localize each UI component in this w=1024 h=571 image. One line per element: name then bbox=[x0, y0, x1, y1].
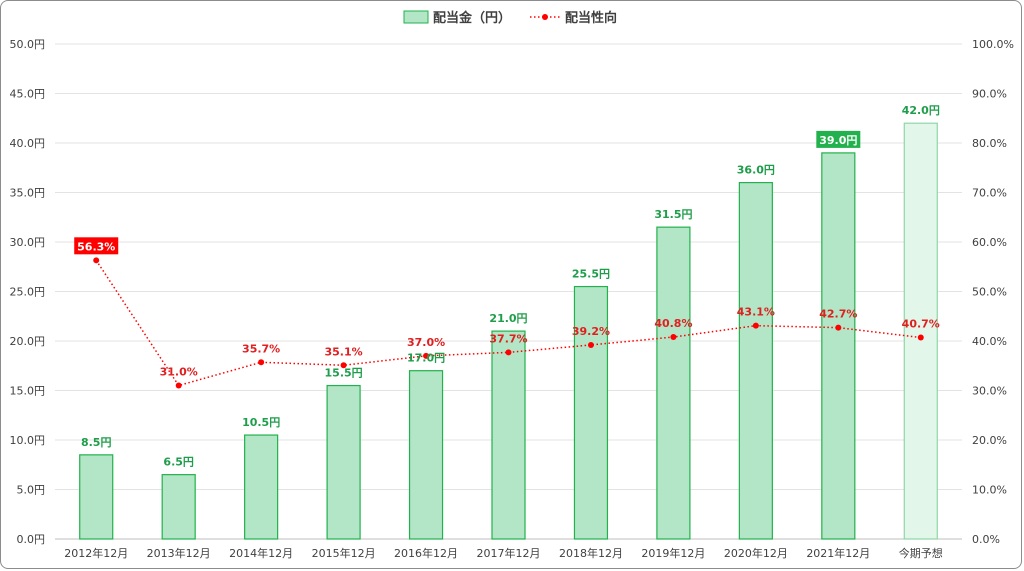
payout-ratio-value-label: 43.1% bbox=[737, 306, 775, 319]
left-axis-tick-label: 0.0円 bbox=[17, 533, 46, 546]
right-axis-tick-label: 10.0% bbox=[972, 484, 1007, 497]
right-axis-tick-label: 50.0% bbox=[972, 286, 1007, 299]
x-axis-tick-label: 2019年12月 bbox=[641, 546, 705, 560]
legend-bar-label: 配当金（円） bbox=[433, 10, 511, 26]
right-axis-tick-label: 20.0% bbox=[972, 434, 1007, 447]
payout-ratio-value-label: 56.3% bbox=[77, 240, 115, 253]
payout-ratio-value-label: 39.2% bbox=[572, 325, 610, 338]
dividend-value-label: 31.5円 bbox=[654, 208, 692, 221]
dividend-value-label: 15.5円 bbox=[325, 367, 363, 380]
left-axis-tick-label: 5.0円 bbox=[17, 484, 46, 497]
payout-ratio-point bbox=[93, 257, 100, 264]
payout-ratio-point bbox=[670, 334, 677, 341]
dividend-bar bbox=[161, 474, 196, 540]
dividend-bar bbox=[656, 226, 691, 540]
right-axis-tick-label: 90.0% bbox=[972, 88, 1007, 101]
payout-ratio-value-label: 37.7% bbox=[489, 332, 527, 345]
left-axis-tick-label: 30.0円 bbox=[10, 236, 46, 249]
x-axis-tick-label: 2015年12月 bbox=[312, 546, 376, 560]
dividend-bar bbox=[573, 285, 609, 540]
dividend-value-label: 8.5円 bbox=[81, 436, 112, 449]
dividend-bar bbox=[903, 122, 938, 540]
payout-ratio-value-label: 40.8% bbox=[654, 317, 692, 330]
payout-ratio-value-label: 35.7% bbox=[242, 342, 280, 355]
legend-line-marker bbox=[542, 14, 548, 20]
x-axis-tick-label: 2012年12月 bbox=[64, 546, 128, 560]
left-axis-tick-label: 10.0円 bbox=[10, 434, 46, 447]
x-axis-tick-label: 2013年12月 bbox=[147, 546, 211, 560]
dividend-bar bbox=[738, 182, 773, 540]
left-axis-tick-label: 15.0円 bbox=[10, 385, 46, 398]
dividend-value-label: 6.5円 bbox=[163, 456, 194, 469]
payout-ratio-point bbox=[752, 322, 759, 329]
dividend-bar bbox=[326, 384, 361, 540]
left-axis-tick-label: 35.0円 bbox=[10, 187, 46, 200]
payout-ratio-point bbox=[423, 352, 430, 359]
payout-ratio-point bbox=[340, 362, 347, 369]
x-axis-tick-label: 2021年12月 bbox=[806, 546, 870, 560]
dividend-bar bbox=[491, 330, 526, 540]
payout-ratio-point bbox=[587, 341, 594, 348]
ratio-label-highlight bbox=[74, 237, 119, 255]
x-axis-tick-label: 今期予想 bbox=[899, 546, 943, 560]
right-axis-tick-label: 60.0% bbox=[972, 236, 1007, 249]
left-axis-tick-label: 50.0円 bbox=[10, 38, 46, 51]
left-axis-tick-label: 25.0円 bbox=[10, 286, 46, 299]
right-axis-tick-label: 40.0% bbox=[972, 335, 1007, 348]
payout-ratio-point bbox=[917, 334, 924, 341]
dividend-bar bbox=[408, 370, 444, 540]
left-axis-tick-label: 45.0円 bbox=[10, 88, 46, 101]
payout-ratio-point bbox=[835, 324, 842, 331]
x-axis-tick-label: 2020年12月 bbox=[724, 546, 788, 560]
right-axis-tick-label: 80.0% bbox=[972, 137, 1007, 150]
dividend-value-label: 21.0円 bbox=[489, 312, 527, 325]
dividend-bar bbox=[79, 454, 114, 540]
dividend-value-label: 25.5円 bbox=[572, 268, 610, 281]
right-axis-tick-label: 30.0% bbox=[972, 385, 1007, 398]
legend-line-label: 配当性向 bbox=[565, 10, 617, 26]
dividend-bar bbox=[821, 152, 856, 540]
payout-ratio-value-label: 31.0% bbox=[160, 366, 198, 379]
payout-ratio-point bbox=[505, 349, 512, 356]
dividend-value-label: 42.0円 bbox=[902, 104, 940, 117]
x-axis-tick-label: 2014年12月 bbox=[229, 546, 293, 560]
payout-ratio-value-label: 37.0% bbox=[407, 336, 445, 349]
dividend-value-label: 10.5円 bbox=[242, 416, 280, 429]
payout-ratio-point bbox=[258, 359, 265, 366]
dividend-value-label: 39.0円 bbox=[819, 134, 857, 147]
payout-ratio-value-label: 40.7% bbox=[902, 318, 940, 331]
dividend-bar bbox=[244, 434, 279, 540]
dividend-value-label: 17.0円 bbox=[407, 352, 445, 365]
bar-label-highlight bbox=[816, 130, 861, 148]
left-axis-tick-label: 20.0円 bbox=[10, 335, 46, 348]
left-axis-tick-label: 40.0円 bbox=[10, 137, 46, 150]
x-axis-tick-label: 2016年12月 bbox=[394, 546, 458, 560]
payout-ratio-value-label: 42.7% bbox=[819, 308, 857, 321]
right-axis-tick-label: 0.0% bbox=[972, 533, 1000, 546]
x-axis-tick-label: 2017年12月 bbox=[477, 546, 541, 560]
right-axis-tick-label: 100.0% bbox=[972, 38, 1014, 51]
dividend-value-label: 36.0円 bbox=[737, 164, 775, 177]
payout-ratio-value-label: 35.1% bbox=[325, 345, 363, 358]
payout-ratio-point bbox=[175, 382, 182, 389]
legend-bar-swatch bbox=[403, 10, 429, 24]
x-axis-tick-label: 2018年12月 bbox=[559, 546, 623, 560]
right-axis-tick-label: 70.0% bbox=[972, 187, 1007, 200]
